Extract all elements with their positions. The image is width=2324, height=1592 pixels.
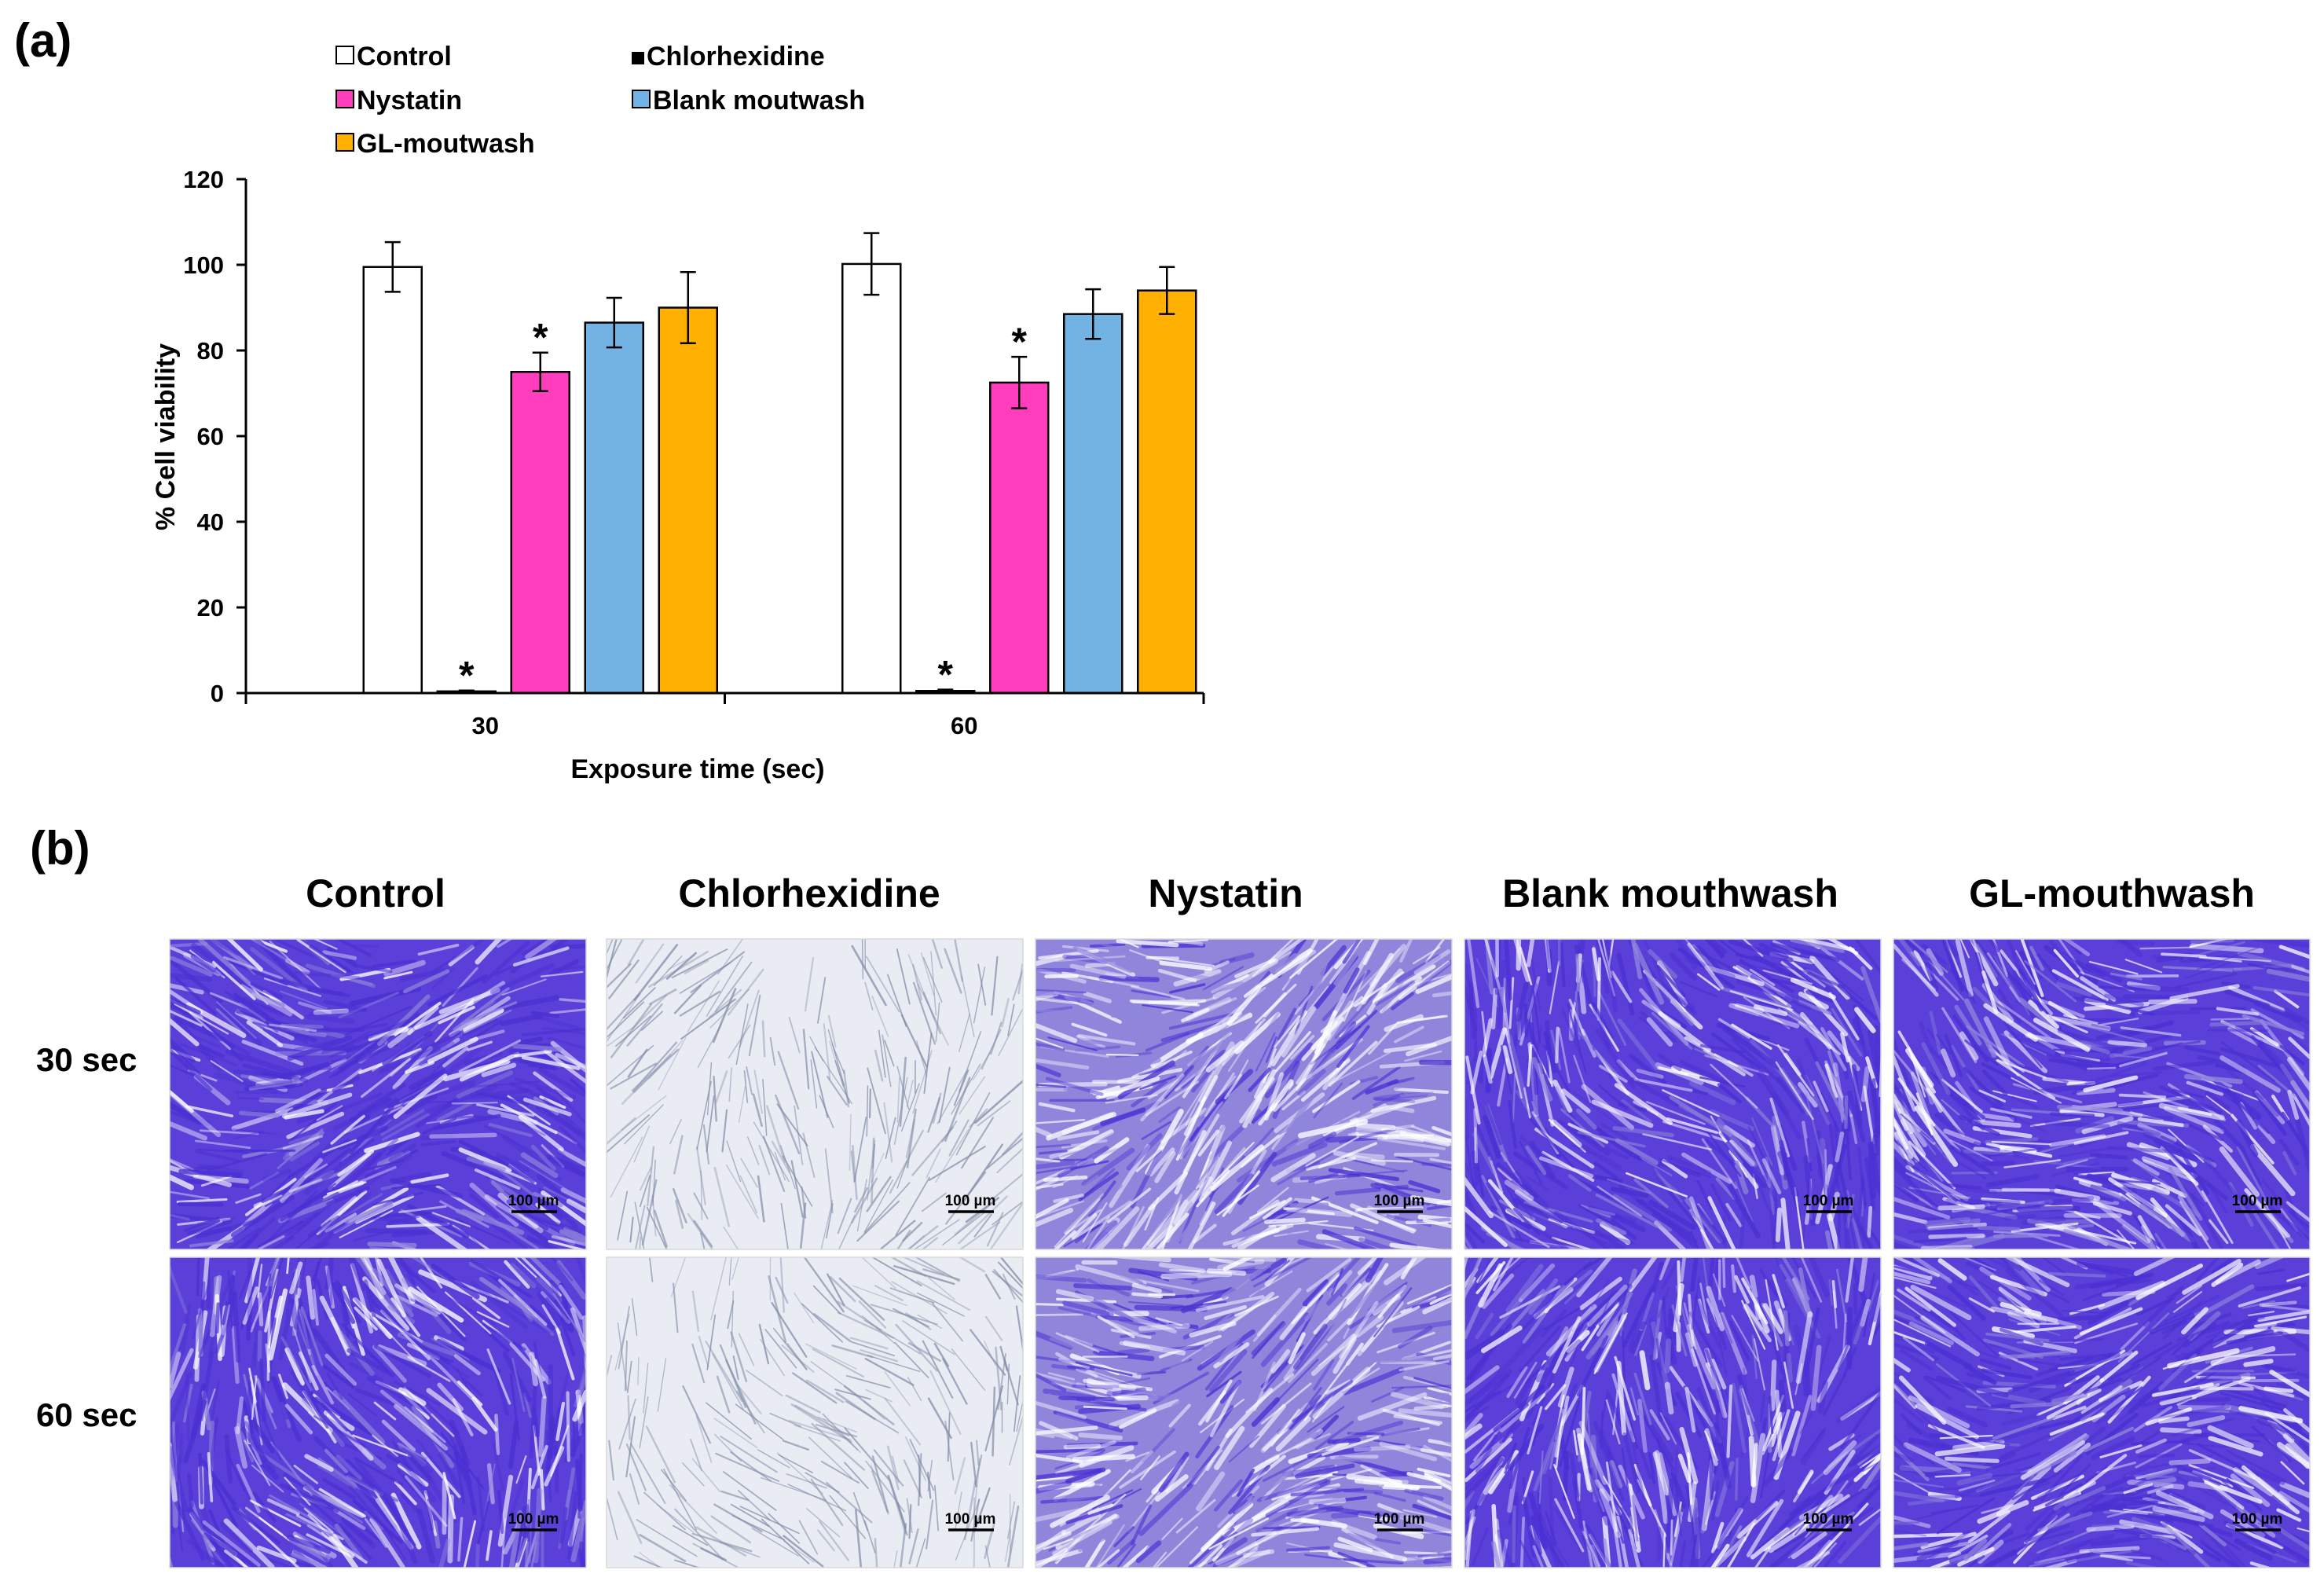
scale-bar-label: 100 µm: [945, 1193, 996, 1209]
y-tick-label: 0: [211, 680, 224, 707]
micrograph-panel: 100 µm: [169, 938, 587, 1250]
y-tick-label: 80: [197, 337, 224, 365]
error-bar: [680, 271, 696, 344]
error-bar: [606, 296, 622, 349]
y-tick-label: 60: [197, 423, 224, 450]
scale-bar-label: 100 µm: [1374, 1193, 1425, 1209]
micrograph-panel: 100 µm: [1893, 1256, 2311, 1568]
panel-b-label: (b): [30, 822, 90, 875]
micrograph-column-header: Chlorhexidine: [678, 871, 940, 915]
scale-bar-label: 100 µm: [1803, 1511, 1854, 1528]
cell-texture: [170, 1257, 586, 1568]
significance-star: *: [1012, 320, 1028, 364]
error-bar: [384, 240, 401, 293]
micrograph-grid: Control Chlorhexidine Nystatin Blank mouthw…: [36, 871, 2311, 1568]
scale-bar-label: 100 µm: [2232, 1193, 2283, 1209]
legend-swatch: [335, 133, 354, 152]
x-axis-title: Exposure time (sec): [570, 754, 824, 784]
legend-label: Nystatin: [357, 86, 462, 116]
significance-markers: * * * *: [459, 316, 1028, 698]
micrograph-panel: 100 µm: [1035, 938, 1453, 1250]
bar-chart: 0 20 40 60 80 100 120 * * * * 30 60 Exposure time …: [151, 166, 1205, 784]
error-bar: [532, 351, 548, 393]
micrograph-panel: 100 µm: [1464, 938, 1882, 1250]
cell-texture: [1464, 939, 1881, 1249]
scale-bar-label: 100 µm: [508, 1511, 559, 1528]
bar-control-30: [362, 266, 423, 695]
micrograph-column-header: Blank mouthwash: [1502, 871, 1838, 915]
significance-star: *: [533, 316, 548, 360]
error-bars: [384, 232, 1175, 694]
cell-texture: [1464, 1257, 1881, 1568]
scale-bar-label: 100 µm: [508, 1193, 559, 1209]
legend-swatch: [632, 52, 644, 64]
micrograph-row-header: 30 sec: [36, 1041, 137, 1078]
significance-star: *: [459, 654, 475, 698]
chart-legend: Control Chlorhexidine Nystatin Blank moutwa…: [335, 42, 865, 159]
micrograph-column-header: Nystatin: [1148, 871, 1303, 915]
bar-gl-moutwash-30: [658, 306, 718, 695]
x-tick-label: 30: [472, 712, 499, 739]
error-bar: [1159, 266, 1175, 315]
bar-nystatin-30: [510, 371, 570, 695]
bar-blank-moutwash-60: [1063, 313, 1124, 695]
legend-label: GL-moutwash: [357, 129, 535, 159]
error-bar: [863, 232, 880, 296]
legend-item: Nystatin: [335, 86, 462, 116]
cell-texture: [170, 939, 586, 1249]
micrograph-panel: 100 µm: [1464, 1256, 1882, 1568]
bar-nystatin-60: [989, 381, 1050, 695]
micrograph-panel: 100 µm: [1893, 938, 2311, 1250]
micrograph-panel: 100 µm: [1035, 1256, 1453, 1568]
micrograph-panel: 100 µm: [606, 1256, 1024, 1568]
significance-star: *: [938, 653, 954, 697]
bars: [362, 262, 1197, 695]
cell-texture: [1036, 939, 1452, 1249]
legend-item: Chlorhexidine: [632, 42, 825, 72]
legend-label: Chlorhexidine: [647, 42, 825, 72]
x-tick-label: 60: [951, 712, 977, 739]
micrograph-row-header: 60 sec: [36, 1396, 137, 1433]
legend-swatch: [632, 90, 651, 108]
bar-blank-moutwash-30: [584, 321, 644, 695]
micrograph-panel: 100 µm: [606, 938, 1024, 1250]
error-bar: [1011, 355, 1028, 409]
legend-label: Blank moutwash: [653, 86, 865, 116]
bar-gl-moutwash-60: [1137, 289, 1197, 695]
x-axis-ticks: 30 60: [244, 693, 1205, 739]
cell-texture: [1036, 1257, 1452, 1568]
scale-bar-label: 100 µm: [2232, 1511, 2283, 1528]
legend-swatch: [335, 46, 354, 64]
y-tick-label: 100: [183, 251, 224, 279]
legend-item: Blank moutwash: [632, 86, 865, 116]
legend-swatch: [335, 90, 354, 108]
y-tick-label: 120: [183, 166, 224, 193]
bar-control-60: [841, 262, 902, 695]
error-bar: [1085, 288, 1102, 340]
scale-bar-label: 100 µm: [1803, 1193, 1854, 1209]
legend-item: Control: [335, 42, 452, 72]
y-axis-title: % Cell viability: [151, 343, 181, 530]
legend-item: GL-moutwash: [335, 129, 535, 159]
legend-label: Control: [357, 42, 452, 72]
y-axis-ticks: 0 20 40 60 80 100 120: [183, 166, 246, 707]
micrograph-background: [170, 939, 586, 1249]
cell-texture: [1893, 939, 2310, 1249]
cell-texture: [607, 1257, 1023, 1568]
micrograph-column-header: GL-mouthwash: [1969, 871, 2255, 915]
micrograph-column-header: Control: [306, 871, 445, 915]
scale-bar-label: 100 µm: [945, 1511, 996, 1528]
micrograph-panel: 100 µm: [169, 1256, 587, 1568]
y-tick-label: 20: [197, 594, 224, 622]
cell-texture: [1893, 1257, 2310, 1568]
panel-a-label: (a): [14, 14, 71, 67]
scale-bar-label: 100 µm: [1374, 1511, 1425, 1528]
y-tick-label: 40: [197, 508, 224, 536]
